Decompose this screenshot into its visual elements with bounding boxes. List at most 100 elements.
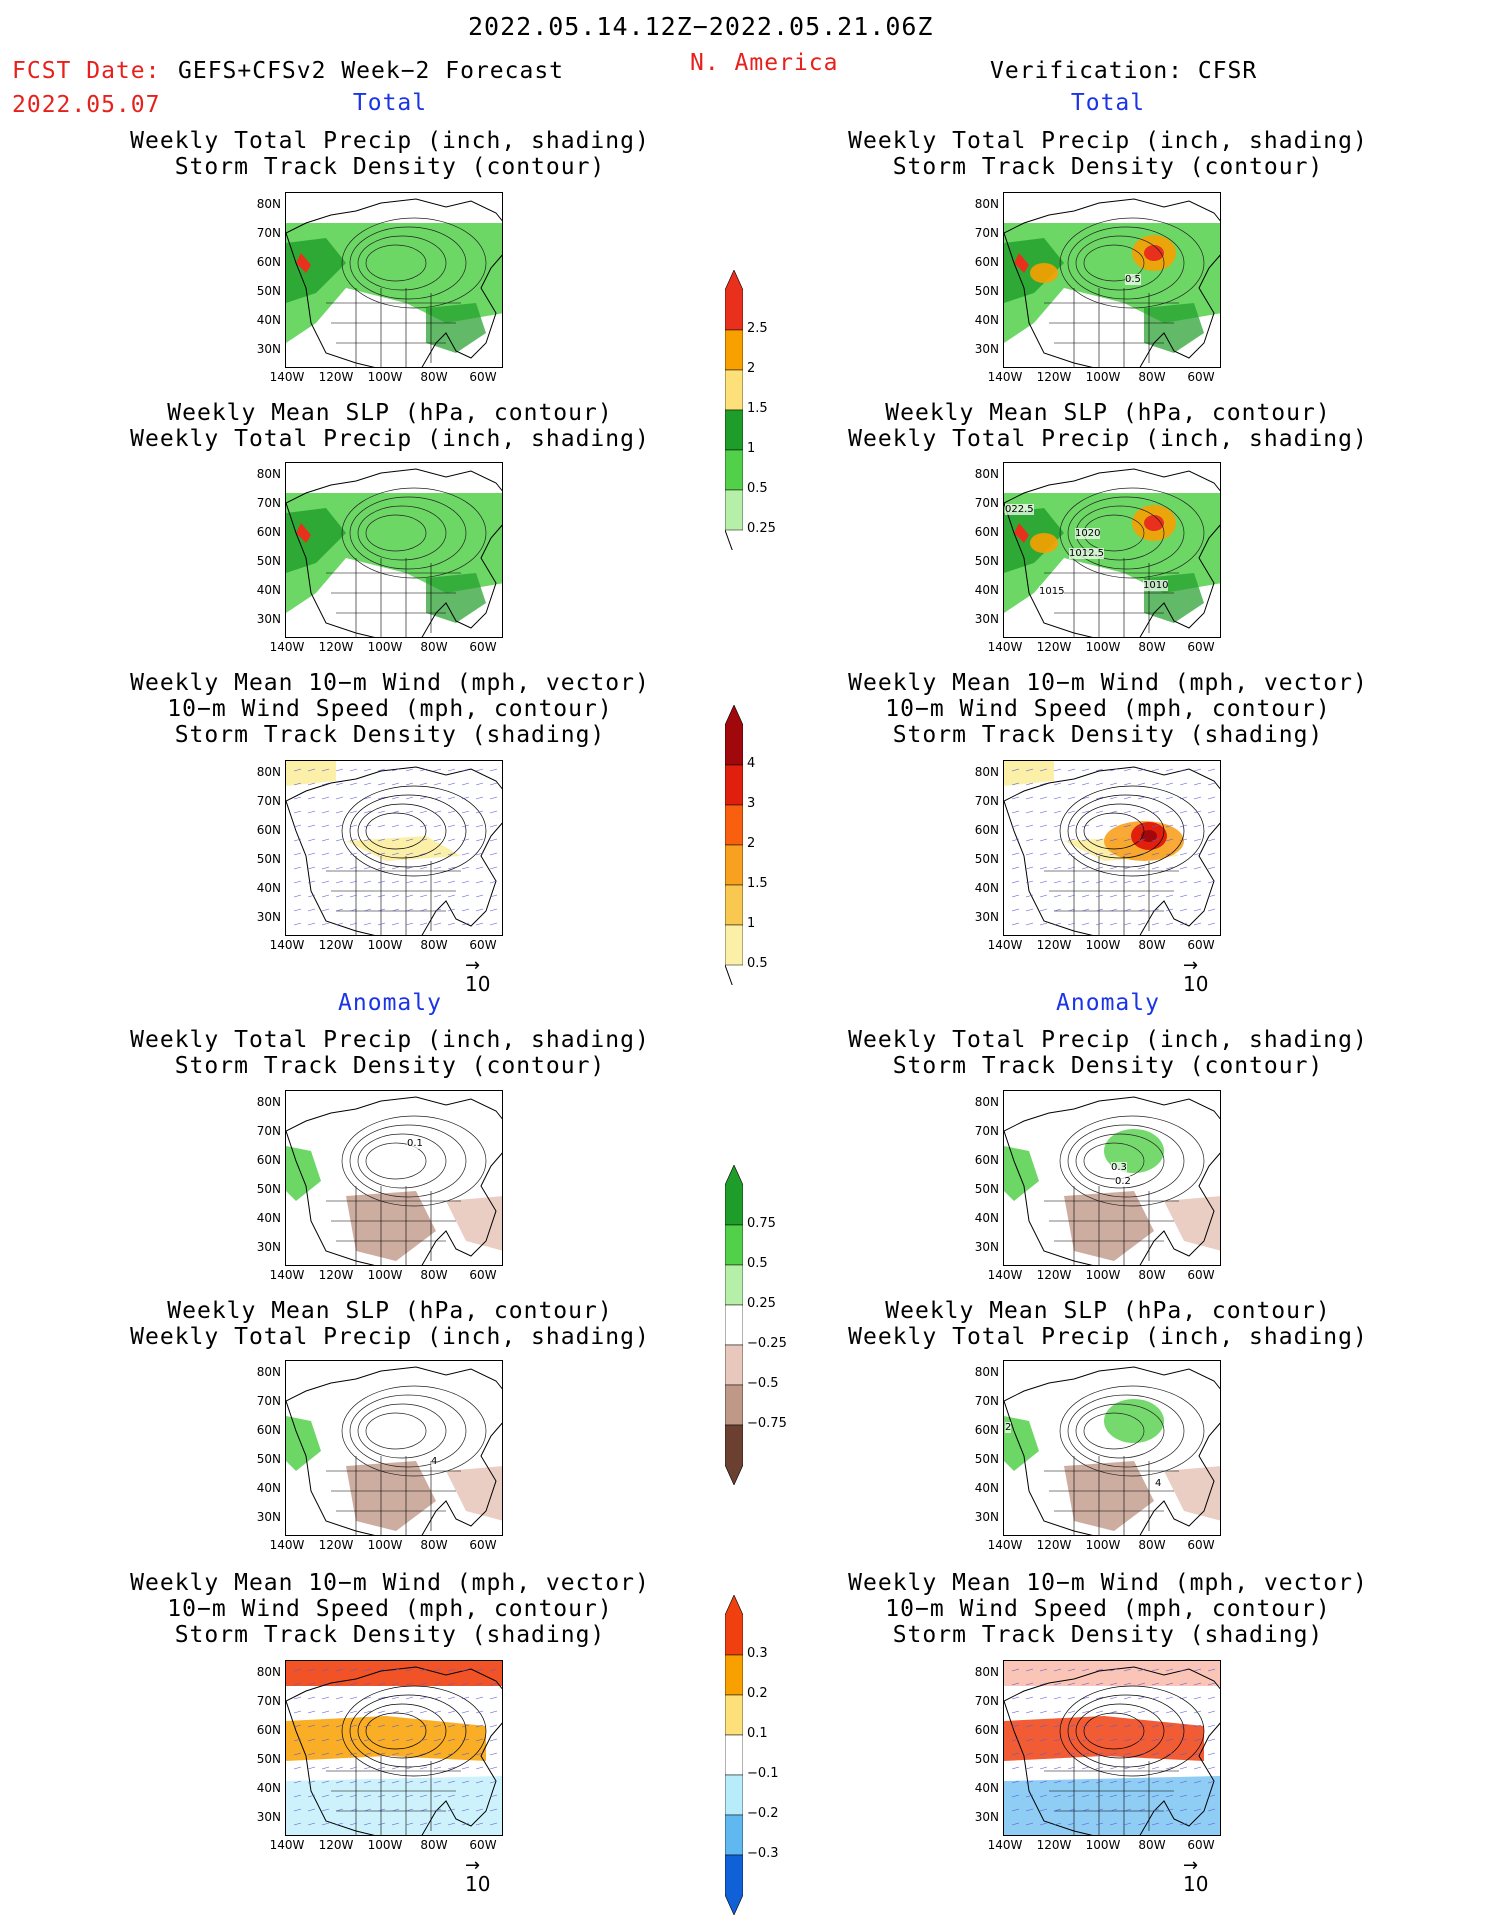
lat-label-r2-obs-3: 50N (974, 852, 999, 866)
colorbar-label-storm-total-3: 1.5 (747, 876, 768, 891)
panel-title-r4-fcst-0: Weekly Mean SLP (hPa, contour) (167, 1298, 613, 1324)
map-precip-total-verification (1003, 192, 1221, 368)
section-anomaly-forecast: Anomaly (338, 990, 442, 1016)
lon-label-r0-obs-3: 80W (1138, 370, 1166, 384)
lat-label-r3-obs-2: 60N (974, 1153, 999, 1167)
contour-label-6: 0.1 (407, 1138, 423, 1149)
lat-label-r2-fcst-0: 80N (256, 765, 281, 779)
lat-label-r0-obs-2: 60N (974, 255, 999, 269)
lat-label-r5-fcst-0: 80N (256, 1665, 281, 1679)
panel-title-r0-fcst-1: Storm Track Density (contour) (174, 154, 606, 180)
panel-title-r0-obs-0: Weekly Total Precip (inch, shading) (848, 128, 1368, 154)
lat-label-r4-obs-5: 30N (974, 1510, 999, 1524)
lon-label-r0-obs-0: 140W (987, 370, 1023, 384)
vector-arrow-icon: → (1183, 955, 1199, 976)
map-slp-total-forecast (285, 462, 503, 638)
vector-arrow-icon: → (465, 1855, 481, 1876)
lat-label-r1-fcst-0: 80N (256, 467, 281, 481)
lon-label-r3-obs-2: 100W (1085, 1268, 1121, 1282)
lat-label-r2-fcst-2: 60N (256, 823, 281, 837)
map-slp-anomaly-verification (1003, 1360, 1221, 1536)
lon-label-r1-obs-3: 80W (1138, 640, 1166, 654)
colorbar-storm-anom (724, 1594, 744, 1919)
lon-label-r0-obs-2: 100W (1085, 370, 1121, 384)
lon-label-r0-fcst-0: 140W (269, 370, 305, 384)
lon-label-r3-obs-0: 140W (987, 1268, 1023, 1282)
lat-label-r1-fcst-5: 30N (256, 612, 281, 626)
colorbar-label-storm-total-0: 4 (747, 756, 756, 771)
lat-label-r2-obs-5: 30N (974, 910, 999, 924)
panel-title-r4-obs-1: Weekly Total Precip (inch, shading) (848, 1324, 1368, 1350)
lat-label-r3-obs-4: 40N (974, 1211, 999, 1225)
colorbar-label-storm-anom-1: 0.2 (747, 1686, 768, 1701)
lat-label-r3-fcst-3: 50N (256, 1182, 281, 1196)
colorbar-label-precip-total-4: 0.5 (747, 481, 768, 496)
fcst-date-label: FCST Date: (12, 58, 161, 84)
section-anomaly-verification: Anomaly (1056, 990, 1160, 1016)
lon-label-r5-fcst-2: 100W (367, 1838, 403, 1852)
lat-label-r1-obs-5: 30N (974, 612, 999, 626)
lat-label-r3-fcst-4: 40N (256, 1211, 281, 1225)
lon-label-r5-fcst-3: 80W (420, 1838, 448, 1852)
lon-label-r2-obs-1: 120W (1036, 938, 1072, 952)
lat-label-r0-obs-3: 50N (974, 284, 999, 298)
lat-label-r5-fcst-5: 30N (256, 1810, 281, 1824)
contour-label-9: 4 (431, 1456, 438, 1467)
vector-ref-r2-obs: → 10 (1183, 955, 1208, 997)
lon-label-r2-fcst-0: 140W (269, 938, 305, 952)
lat-label-r0-fcst-3: 50N (256, 284, 281, 298)
lat-label-r0-obs-5: 30N (974, 342, 999, 356)
colorbar-precip-anom (724, 1164, 744, 1489)
lon-label-r5-obs-4: 60W (1187, 1838, 1215, 1852)
panel-title-r1-obs-1: Weekly Total Precip (inch, shading) (848, 426, 1368, 452)
lat-label-r1-fcst-4: 40N (256, 583, 281, 597)
panel-title-r5-obs-1: 10−m Wind Speed (mph, contour) (885, 1596, 1331, 1622)
lat-label-r3-obs-1: 70N (974, 1124, 999, 1138)
panel-title-r4-obs-0: Weekly Mean SLP (hPa, contour) (885, 1298, 1331, 1324)
lat-label-r1-obs-2: 60N (974, 525, 999, 539)
lon-label-r0-obs-1: 120W (1036, 370, 1072, 384)
contour-label-3: 1012.5 (1069, 548, 1104, 559)
map-wind-total-verification (1003, 760, 1221, 936)
panel-title-r2-fcst-2: Storm Track Density (shading) (174, 722, 606, 748)
lat-label-r5-fcst-4: 40N (256, 1781, 281, 1795)
colorbar-label-precip-total-1: 2 (747, 361, 756, 376)
map-precip-total-forecast (285, 192, 503, 368)
lon-label-r3-fcst-1: 120W (318, 1268, 354, 1282)
verification-label: Verification: CFSR (990, 58, 1258, 84)
lat-label-r5-fcst-1: 70N (256, 1694, 281, 1708)
lat-label-r4-fcst-3: 50N (256, 1452, 281, 1466)
lon-label-r3-obs-1: 120W (1036, 1268, 1072, 1282)
colorbar-label-storm-total-1: 3 (747, 796, 756, 811)
map-slp-total-verification (1003, 462, 1221, 638)
lon-label-r2-obs-3: 80W (1138, 938, 1166, 952)
lon-label-r4-fcst-1: 120W (318, 1538, 354, 1552)
lon-label-r5-fcst-1: 120W (318, 1838, 354, 1852)
panel-title-r0-fcst-0: Weekly Total Precip (inch, shading) (130, 128, 650, 154)
lon-label-r4-obs-3: 80W (1138, 1538, 1166, 1552)
lon-label-r1-fcst-1: 120W (318, 640, 354, 654)
vector-ref-r2-fcst: → 10 (465, 957, 490, 997)
lon-label-r5-obs-0: 140W (987, 1838, 1023, 1852)
vector-arrow-icon: → (1183, 1855, 1199, 1876)
panel-title-r1-fcst-0: Weekly Mean SLP (hPa, contour) (167, 400, 613, 426)
section-total-verification: Total (1070, 90, 1146, 116)
lat-label-r2-fcst-1: 70N (256, 794, 281, 808)
panel-title-r5-obs-2: Storm Track Density (shading) (892, 1622, 1324, 1648)
lat-label-r0-obs-4: 40N (974, 313, 999, 327)
map-wind-total-forecast (285, 760, 503, 936)
lat-label-r1-fcst-1: 70N (256, 496, 281, 510)
lat-label-r3-obs-0: 80N (974, 1095, 999, 1109)
lat-label-r2-obs-2: 60N (974, 823, 999, 837)
lon-label-r2-fcst-3: 80W (420, 938, 448, 952)
panel-title-r4-fcst-1: Weekly Total Precip (inch, shading) (130, 1324, 650, 1350)
colorbar-label-precip-anom-3: −0.25 (747, 1336, 787, 1351)
lon-label-r1-obs-4: 60W (1187, 640, 1215, 654)
lat-label-r3-fcst-1: 70N (256, 1124, 281, 1138)
lon-label-r4-obs-2: 100W (1085, 1538, 1121, 1552)
map-precip-anomaly-forecast (285, 1090, 503, 1266)
lon-label-r2-fcst-1: 120W (318, 938, 354, 952)
colorbar-label-storm-anom-5: −0.3 (747, 1846, 779, 1861)
lon-label-r2-fcst-4: 60W (469, 938, 497, 952)
lat-label-r3-fcst-2: 60N (256, 1153, 281, 1167)
